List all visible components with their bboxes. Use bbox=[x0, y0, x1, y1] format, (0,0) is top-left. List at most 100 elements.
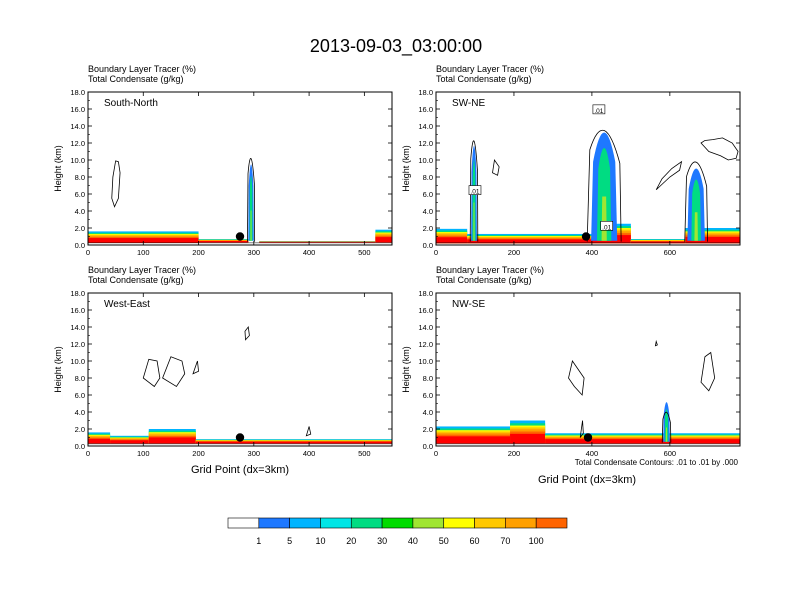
tracer-band bbox=[195, 441, 392, 444]
x-tick-label: 400 bbox=[303, 449, 316, 458]
x-tick-label: 200 bbox=[508, 248, 521, 257]
panel-label: West-East bbox=[104, 299, 150, 310]
y-tick-label: 0.0 bbox=[423, 241, 433, 250]
colorbar-label: 10 bbox=[315, 536, 325, 546]
colorbar-cell bbox=[258, 517, 290, 529]
panel-label: NW-SE bbox=[452, 299, 485, 310]
x-tick-label: 400 bbox=[586, 449, 599, 458]
y-tick-label: 16.0 bbox=[70, 306, 85, 315]
tracer-band bbox=[436, 237, 468, 244]
location-marker bbox=[235, 232, 245, 241]
x-tick-label: 400 bbox=[303, 248, 316, 257]
x-tick-label: 0 bbox=[86, 248, 90, 257]
plot-area bbox=[436, 339, 740, 445]
tower-inner bbox=[664, 409, 669, 442]
y-tick-label: 4.0 bbox=[423, 207, 433, 216]
panel-3: Boundary Layer Tracer (%)Total Condensat… bbox=[53, 265, 393, 458]
condensate-contour bbox=[700, 351, 716, 392]
plot-area: .01 .01 .01 bbox=[436, 104, 740, 244]
location-marker bbox=[235, 433, 245, 442]
tower-core bbox=[250, 210, 252, 241]
panel-label: SW-NE bbox=[452, 98, 485, 109]
x-tick-label: 0 bbox=[434, 449, 438, 458]
x-tick-label: 300 bbox=[248, 248, 261, 257]
x-axis-label-left: Grid Point (dx=3km) bbox=[191, 464, 289, 476]
colorbar-label: 100 bbox=[529, 536, 544, 546]
panel-header-tracer: Boundary Layer Tracer (%) bbox=[436, 265, 544, 275]
panel-2: Boundary Layer Tracer (%)Total Condensat… bbox=[401, 64, 741, 257]
x-tick-label: 0 bbox=[86, 449, 90, 458]
condensate-contour bbox=[244, 325, 250, 341]
condensate-contour bbox=[305, 426, 312, 437]
tracer-band bbox=[88, 238, 199, 243]
contour-label: .01 bbox=[470, 189, 479, 196]
x-tick-label: 300 bbox=[248, 449, 261, 458]
x-tick-label: 500 bbox=[358, 449, 371, 458]
tower-inner bbox=[472, 159, 476, 241]
y-tick-label: 2.0 bbox=[75, 425, 85, 434]
y-tick-label: 18.0 bbox=[70, 289, 85, 298]
condensate-contour bbox=[700, 137, 739, 161]
tracer-band bbox=[88, 438, 111, 444]
panel-header-tracer: Boundary Layer Tracer (%) bbox=[88, 64, 196, 74]
tracer-band bbox=[545, 439, 740, 444]
panel-label: South-North bbox=[104, 98, 158, 109]
colorbar-cell bbox=[535, 517, 568, 529]
panel-header-condensate: Total Condensate (g/kg) bbox=[436, 74, 532, 84]
contour-note: Total Condensate Contours: .01 to .01 by… bbox=[575, 458, 739, 467]
colorbar-cell bbox=[443, 517, 475, 529]
location-marker bbox=[581, 232, 591, 241]
x-tick-label: 400 bbox=[586, 248, 599, 257]
y-tick-label: 4.0 bbox=[423, 408, 433, 417]
y-axis-label: Height (km) bbox=[53, 145, 63, 192]
colorbar-label: 40 bbox=[408, 536, 418, 546]
tracer-band bbox=[259, 241, 376, 243]
y-tick-label: 18.0 bbox=[70, 88, 85, 97]
x-tick-label: 200 bbox=[508, 449, 521, 458]
y-tick-label: 4.0 bbox=[75, 408, 85, 417]
plot-area bbox=[88, 158, 392, 244]
y-tick-label: 12.0 bbox=[70, 340, 85, 349]
tracer-band bbox=[630, 241, 686, 244]
y-tick-label: 2.0 bbox=[423, 224, 433, 233]
colorbar-label: 20 bbox=[346, 536, 356, 546]
y-tick-label: 8.0 bbox=[75, 374, 85, 383]
y-tick-label: 6.0 bbox=[423, 190, 433, 199]
colorbar-cell bbox=[227, 517, 260, 529]
tower-contour bbox=[586, 129, 622, 242]
y-tick-label: 0.0 bbox=[75, 442, 85, 451]
y-tick-label: 16.0 bbox=[70, 105, 85, 114]
colorbar-cell bbox=[350, 517, 383, 529]
colorbar-label: 1 bbox=[256, 536, 261, 546]
y-tick-label: 6.0 bbox=[423, 391, 433, 400]
tower-contour bbox=[684, 161, 708, 242]
y-tick-label: 12.0 bbox=[418, 340, 433, 349]
colorbar-label: 60 bbox=[470, 536, 480, 546]
tower-inner bbox=[691, 179, 701, 241]
panel-header-condensate: Total Condensate (g/kg) bbox=[88, 74, 184, 84]
condensate-contour bbox=[579, 420, 584, 438]
panel-4: Boundary Layer Tracer (%)Total Condensat… bbox=[401, 265, 741, 458]
colorbar-label: 30 bbox=[377, 536, 387, 546]
tracer-band bbox=[375, 237, 392, 243]
y-tick-label: 2.0 bbox=[75, 224, 85, 233]
tower-contour bbox=[247, 158, 256, 242]
colorbar-label: 5 bbox=[287, 536, 292, 546]
tracer-band bbox=[436, 436, 511, 444]
y-tick-label: 18.0 bbox=[418, 289, 433, 298]
x-tick-label: 200 bbox=[192, 449, 205, 458]
plot-area bbox=[88, 325, 392, 445]
tower-inner bbox=[249, 175, 253, 241]
y-tick-label: 16.0 bbox=[418, 306, 433, 315]
panel-header-condensate: Total Condensate (g/kg) bbox=[436, 275, 532, 285]
x-tick-label: 200 bbox=[192, 248, 205, 257]
y-axis-label: Height (km) bbox=[401, 145, 411, 192]
x-tick-label: 500 bbox=[358, 248, 371, 257]
axes-frame bbox=[87, 292, 393, 447]
tower-core bbox=[473, 202, 475, 241]
tracer-band bbox=[685, 236, 740, 244]
y-tick-label: 10.0 bbox=[418, 357, 433, 366]
y-tick-label: 10.0 bbox=[418, 156, 433, 165]
condensate-contour bbox=[162, 356, 186, 388]
